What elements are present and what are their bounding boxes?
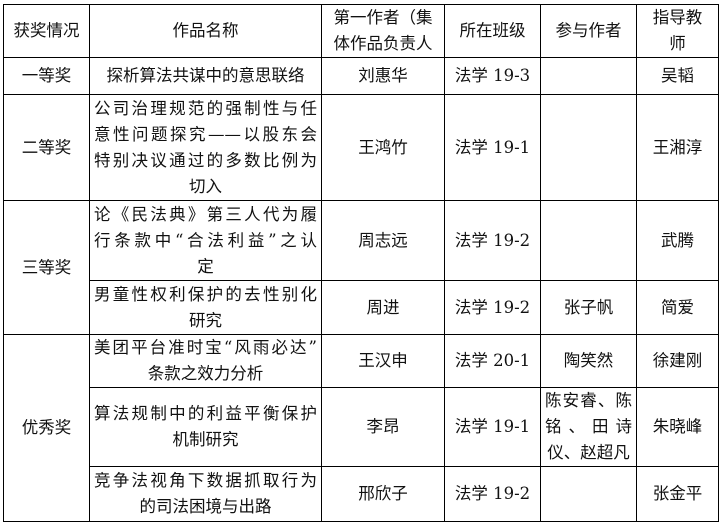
co-author-cell [540, 94, 637, 201]
text-line: 的司法困境与出路 [139, 497, 272, 516]
header-line: 第一作者（集 [333, 8, 433, 27]
text-line: 探析算法共谋中的意思联络 [106, 66, 305, 85]
class-cell: 法学 20-1 [444, 334, 541, 388]
text-line: 美团平台准时宝“风雨必达” [94, 338, 317, 357]
header-award: 获奖情况 [3, 4, 90, 58]
table-row: 优秀奖 美团平台准时宝“风雨必达” 条款之效力分析 王汉申 法学 20-1 陶笑然… [3, 334, 719, 522]
title-cell: 公司治理规范的强制性与任 意性问题探究——以股东会 特别决议通过的多数比例为 切入 [89, 94, 322, 201]
teacher-cell: 徐建刚 [636, 334, 719, 388]
text-line: 意性问题探究——以股东会 [94, 124, 317, 144]
text-line: 机制研究 [172, 430, 239, 449]
teacher-cell: 王湘淳 [636, 94, 719, 201]
header-row: 获奖情况 作品名称 第一作者（集 体作品负责人 所在班级 参与作者 指导教师 [3, 4, 719, 58]
award-cell: 三等奖 [3, 200, 90, 335]
co-author-cell [540, 57, 637, 95]
header-teacher: 指导教师 [636, 4, 719, 58]
header-co-authors: 参与作者 [540, 4, 637, 58]
text-line: 论《民法典》第三人代为履 [94, 204, 317, 224]
co-author-cell: 陶笑然 [540, 334, 637, 388]
text-line: 男童性权利保护的去性别化 [94, 284, 317, 304]
text-line: 研究 [189, 310, 222, 330]
text-line: 仪、赵超凡 [547, 443, 630, 462]
co-author-cell [540, 466, 637, 522]
table-row: 三等奖 论《民法典》第三人代为履 行条款中“合法利益”之认定 周志远 法学 19-… [3, 200, 719, 335]
class-cell: 法学 19-1 [444, 387, 541, 467]
teacher-cell: 简爱 [636, 280, 719, 335]
text-line: 切入 [189, 176, 222, 196]
class-cell: 法学 19-1 [444, 94, 541, 201]
co-author-cell [540, 200, 637, 281]
title-cell: 竞争法视角下数据抓取行为 的司法困境与出路 [89, 466, 322, 522]
author-cell: 邢欣子 [321, 466, 445, 522]
text-line: 条款之效力分析 [147, 364, 264, 383]
text-line: 铭、田诗 [545, 417, 632, 436]
text-line: 行条款中“合法利益”之认 [94, 230, 317, 250]
header-title: 作品名称 [89, 4, 322, 58]
text-line: 陶笑然 [563, 351, 614, 370]
awards-table: 获奖情况 作品名称 第一作者（集 体作品负责人 所在班级 参与作者 指导教师 一等… [3, 4, 719, 522]
text-line: 特别决议通过的多数比例为 [94, 150, 317, 170]
class-cell: 法学 19-2 [444, 466, 541, 522]
author-cell: 刘惠华 [321, 57, 445, 95]
class-cell: 法学 19-2 [444, 280, 541, 335]
class-cell: 法学 19-2 [444, 200, 541, 281]
class-cell: 法学 19-3 [444, 57, 541, 95]
title-cell: 算法规制中的利益平衡保护 机制研究 [89, 387, 322, 467]
author-cell: 周志远 [321, 200, 445, 281]
author-cell: 周进 [321, 280, 445, 335]
text-line: 算法规制中的利益平衡保护 [94, 404, 317, 423]
title-cell: 男童性权利保护的去性别化 研究 [89, 280, 322, 335]
author-cell: 王鸿竹 [321, 94, 445, 201]
author-cell: 王汉申 [321, 334, 445, 388]
header-class: 所在班级 [444, 4, 541, 58]
text-line: 陈安睿、陈 [545, 391, 632, 410]
teacher-cell: 张金平 [636, 466, 719, 522]
table-row: 一等奖 探析算法共谋中的意思联络 刘惠华 法学 19-3 吴韬 [3, 57, 719, 95]
header-first-author: 第一作者（集 体作品负责人 [321, 4, 445, 58]
teacher-cell: 武腾 [636, 200, 719, 281]
table-row: 算法规制中的利益平衡保护 机制研究 李昂 法学 19-1 陈安睿、陈铭、田诗仪、赵… [4, 387, 719, 467]
co-author-cell: 张子帆 [540, 280, 637, 335]
award-cell: 一等奖 [3, 57, 90, 95]
title-cell: 论《民法典》第三人代为履 行条款中“合法利益”之认定 [89, 200, 322, 281]
text-line: 竞争法视角下数据抓取行为 [94, 471, 317, 490]
header-teacher-label: 指导教师 [652, 8, 703, 53]
co-author-cell: 陈安睿、陈铭、田诗仪、赵超凡 [540, 387, 637, 467]
author-cell: 李昂 [321, 387, 445, 467]
table-row: 竞争法视角下数据抓取行为 的司法困境与出路 邢欣子 法学 19-2 张金平 [4, 466, 719, 522]
title-cell: 探析算法共谋中的意思联络 [89, 57, 322, 95]
text-line: 公司治理规范的强制性与任 [94, 98, 317, 118]
teacher-cell: 朱晓峰 [636, 387, 719, 467]
header-line: 体作品负责人 [333, 34, 433, 53]
title-cell: 美团平台准时宝“风雨必达” 条款之效力分析 [89, 334, 322, 388]
table-row: 男童性权利保护的去性别化 研究 周进 法学 19-2 张子帆 简爱 [4, 280, 719, 335]
text-line: 定 [197, 256, 214, 276]
award-cell: 二等奖 [3, 94, 90, 201]
teacher-cell: 吴韬 [636, 57, 719, 95]
table-row: 二等奖 公司治理规范的强制性与任 意性问题探究——以股东会 特别决议通过的多数比例为… [3, 94, 719, 201]
text-line: 张子帆 [563, 297, 614, 317]
award-cell: 优秀奖 [3, 334, 90, 522]
